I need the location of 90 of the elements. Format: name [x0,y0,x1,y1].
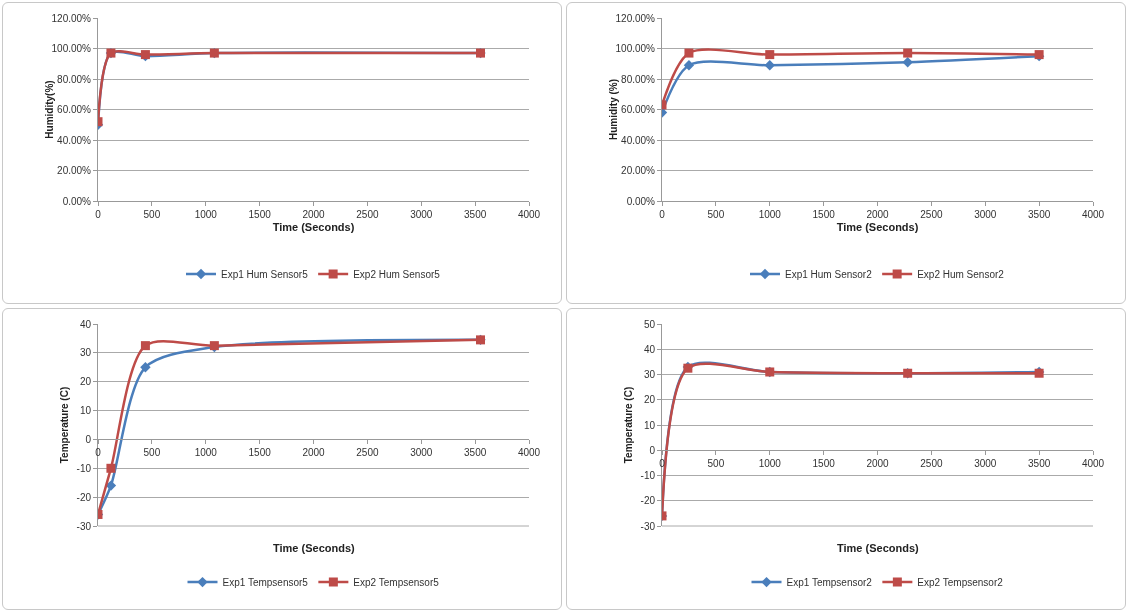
y-tick-label: 10 [79,405,92,417]
point [902,57,913,68]
x-tick-label: 500 [707,458,725,470]
legend-label: Exp1 Tempsensor2 [786,577,873,588]
x-tick-label: 1500 [812,209,836,220]
y-tick-label: -20 [76,491,92,503]
y-axis-title: Temperature (C) [623,386,634,464]
y-tick-label: 100.00% [615,43,656,54]
y-tick-label: 60.00% [57,104,92,115]
y-tick-label: 10 [643,419,656,431]
y-tick-label: 0.00% [62,195,92,207]
point [903,48,913,58]
x-tick-label: 2000 [866,458,890,470]
x-tick-label: 3500 [1028,458,1051,470]
x-tick-label: 4000 [517,209,541,220]
y-tick-label: -30 [76,520,92,532]
x-tick-label: 3000 [974,209,997,220]
legend-label: Exp1 Hum Sensor5 [221,268,309,280]
y-tick-label: -30 [640,520,656,532]
y-tick-label: 120.00% [51,12,92,24]
y-tick-label: 20 [79,376,92,388]
point [140,362,151,373]
legend-label: Exp1 Tempsensor5 [222,577,309,588]
point [683,60,695,71]
y-tick-label: 20.00% [57,165,92,176]
y-tick-label: 40.00% [57,134,92,146]
point [765,50,775,60]
x-tick-label: 0 [95,209,102,220]
y-tick-label: -10 [640,470,656,481]
y-tick-label: -20 [640,495,656,507]
legend-label: Exp1 Hum Sensor2 [785,268,873,280]
y-tick-label: 60.00% [621,104,656,115]
y-tick-label: 120.00% [615,12,656,24]
x-tick-label: 1000 [194,447,218,459]
x-tick-label: 3500 [464,209,487,220]
point [764,60,775,71]
y-tick-label: 80.00% [57,73,92,85]
y-tick-label: 20.00% [621,165,656,176]
y-tick-label: 50 [643,318,656,330]
y-axis-title: Temperature (C) [59,386,70,464]
x-tick-label: 0 [659,209,666,220]
x-tick-label: 0 [95,447,102,459]
y-axis-title: Humidity(%) [44,80,56,139]
x-tick-label: 4000 [517,447,541,459]
y-tick-label: 40.00% [621,134,656,146]
x-tick-label: 2500 [920,209,943,220]
y-tick-label: 0.00% [626,195,656,207]
x-axis-title: Time (Seconds) [837,542,920,554]
point [140,341,150,351]
x-tick-label: 1500 [248,447,272,459]
y-tick-label: 20 [643,394,656,406]
x-tick-label: 3000 [410,447,433,459]
x-tick-label: 500 [143,447,161,459]
y-tick-label: 40 [643,343,656,355]
x-tick-label: 4000 [1081,458,1105,470]
x-axis-title: Time (Seconds) [273,542,356,554]
x-tick-label: 1000 [758,209,782,220]
x-tick-label: 2500 [356,209,379,220]
y-tick-label: 100.00% [51,43,92,54]
y-tick-label: -10 [76,462,92,474]
x-tick-label: 2000 [302,209,326,220]
y-tick-label: 0 [85,433,92,445]
x-tick-label: 500 [707,209,725,220]
x-tick-label: 1000 [758,458,782,470]
y-tick-label: 30 [79,347,92,359]
point [684,48,694,58]
x-tick-label: 4000 [1081,209,1105,220]
x-tick-label: 3500 [464,447,487,459]
y-tick-label: 80.00% [621,73,656,85]
legend-label: Exp2 Tempsensor5 [353,577,440,588]
x-axis-title: Time (Seconds) [836,221,919,234]
y-tick-label: 30 [643,369,656,380]
x-tick-label: 2500 [356,447,379,459]
x-tick-label: 1500 [248,209,272,220]
x-tick-label: 3000 [974,458,997,470]
x-tick-label: 1000 [194,209,218,220]
x-tick-label: 2000 [866,209,890,220]
x-axis-title: Time (Seconds) [272,221,355,234]
y-tick-label: 40 [79,318,92,330]
y-axis-title: Humidity (%) [608,78,620,141]
x-tick-label: 1500 [812,458,836,470]
legend-label: Exp2 Hum Sensor2 [917,268,1005,280]
legend-label: Exp2 Hum Sensor5 [353,268,441,280]
x-tick-label: 3500 [1028,209,1051,220]
point [106,463,116,473]
x-tick-label: 2500 [920,458,943,470]
x-tick-label: 500 [143,209,161,220]
x-tick-label: 3000 [410,209,433,220]
x-tick-label: 2000 [302,447,326,459]
legend-label: Exp2 Tempsensor2 [917,577,1004,588]
